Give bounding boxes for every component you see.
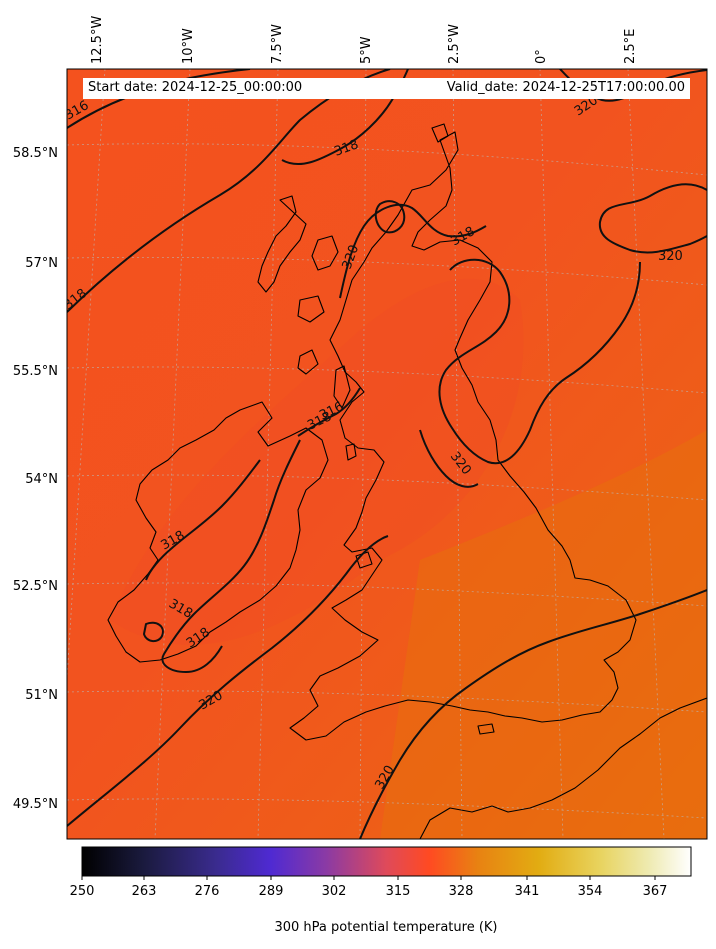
colorbar-ticks bbox=[81, 876, 656, 880]
contour-320-inland bbox=[419, 429, 479, 488]
continent-coastline bbox=[419, 697, 707, 839]
colorbar-label: 300 hPa potential temperature (K) bbox=[274, 920, 498, 935]
orkney-coastline bbox=[431, 123, 449, 143]
contour-label: 320 bbox=[658, 249, 683, 264]
latitude-label: 54°N bbox=[25, 472, 58, 487]
latitude-label: 51°N bbox=[25, 688, 58, 703]
kintyre-coastline bbox=[333, 365, 351, 409]
longitude-label: 5°W bbox=[359, 36, 374, 64]
contour-320-scotland bbox=[339, 203, 487, 299]
contour-320-southwest bbox=[67, 535, 389, 827]
start-date-label: Start date: 2024-12-25_00:00:00 bbox=[88, 80, 303, 95]
colorbar-tick-label: 263 bbox=[131, 884, 157, 899]
latitude-label: 55.5°N bbox=[12, 364, 58, 379]
map-frame bbox=[66, 68, 708, 840]
field-shading-land bbox=[110, 278, 524, 645]
contour-320-east-coast bbox=[438, 258, 641, 465]
colorbar-tick-label: 315 bbox=[385, 884, 411, 899]
longitude-label: 7.5°W bbox=[270, 23, 285, 64]
graticule bbox=[67, 69, 707, 839]
mull-coastline bbox=[297, 295, 325, 323]
longitude-label: 2.5°W bbox=[447, 23, 462, 64]
colorbar-tick-label: 276 bbox=[194, 884, 220, 899]
colorbar bbox=[81, 846, 692, 877]
longitude-label: 0° bbox=[534, 49, 549, 64]
contour-318-ireland bbox=[161, 439, 301, 673]
colorbar-tick-label: 302 bbox=[321, 884, 347, 899]
skye-coastline bbox=[311, 235, 339, 271]
longitude-label: 10°W bbox=[181, 28, 196, 64]
colorbar-tick-label: 328 bbox=[448, 884, 474, 899]
colorbar-tick-label: 354 bbox=[577, 884, 603, 899]
contour-316-irish-sea bbox=[297, 387, 361, 437]
longitude-label: 12.5°W bbox=[90, 15, 105, 64]
contour-318-small-2 bbox=[143, 621, 164, 642]
colorbar-tick-label: 341 bbox=[514, 884, 540, 899]
longitude-label: 2.5°E bbox=[623, 28, 638, 64]
field-shading-east bbox=[380, 430, 707, 839]
latitude-label: 49.5°N bbox=[12, 797, 58, 812]
islay-coastline bbox=[297, 349, 319, 375]
valid-date-label: Valid_date: 2024-12-25T17:00:00.00 bbox=[446, 80, 685, 95]
hebrides-coastline bbox=[257, 195, 307, 293]
isle-of-man-coastline bbox=[345, 443, 357, 461]
ireland-coastline bbox=[107, 401, 329, 663]
colorbar-tick-label: 289 bbox=[258, 884, 284, 899]
isle-of-wight-coastline bbox=[477, 723, 495, 735]
colorbar-tick-label: 250 bbox=[69, 884, 95, 899]
date-info-box: Start date: 2024-12-25_00:00:00 Valid_da… bbox=[83, 78, 690, 99]
contour-320-norway bbox=[598, 183, 707, 254]
coastlines bbox=[107, 123, 707, 839]
latitude-label: 52.5°N bbox=[12, 579, 58, 594]
contour-318-small bbox=[374, 200, 406, 234]
great-britain-coastline bbox=[289, 131, 637, 741]
colorbar-tick-label: 367 bbox=[642, 884, 668, 899]
latitude-label: 58.5°N bbox=[12, 146, 58, 161]
contour-318-inner bbox=[145, 459, 261, 581]
contour-320-channel bbox=[359, 589, 707, 839]
latitude-label: 57°N bbox=[25, 256, 58, 271]
